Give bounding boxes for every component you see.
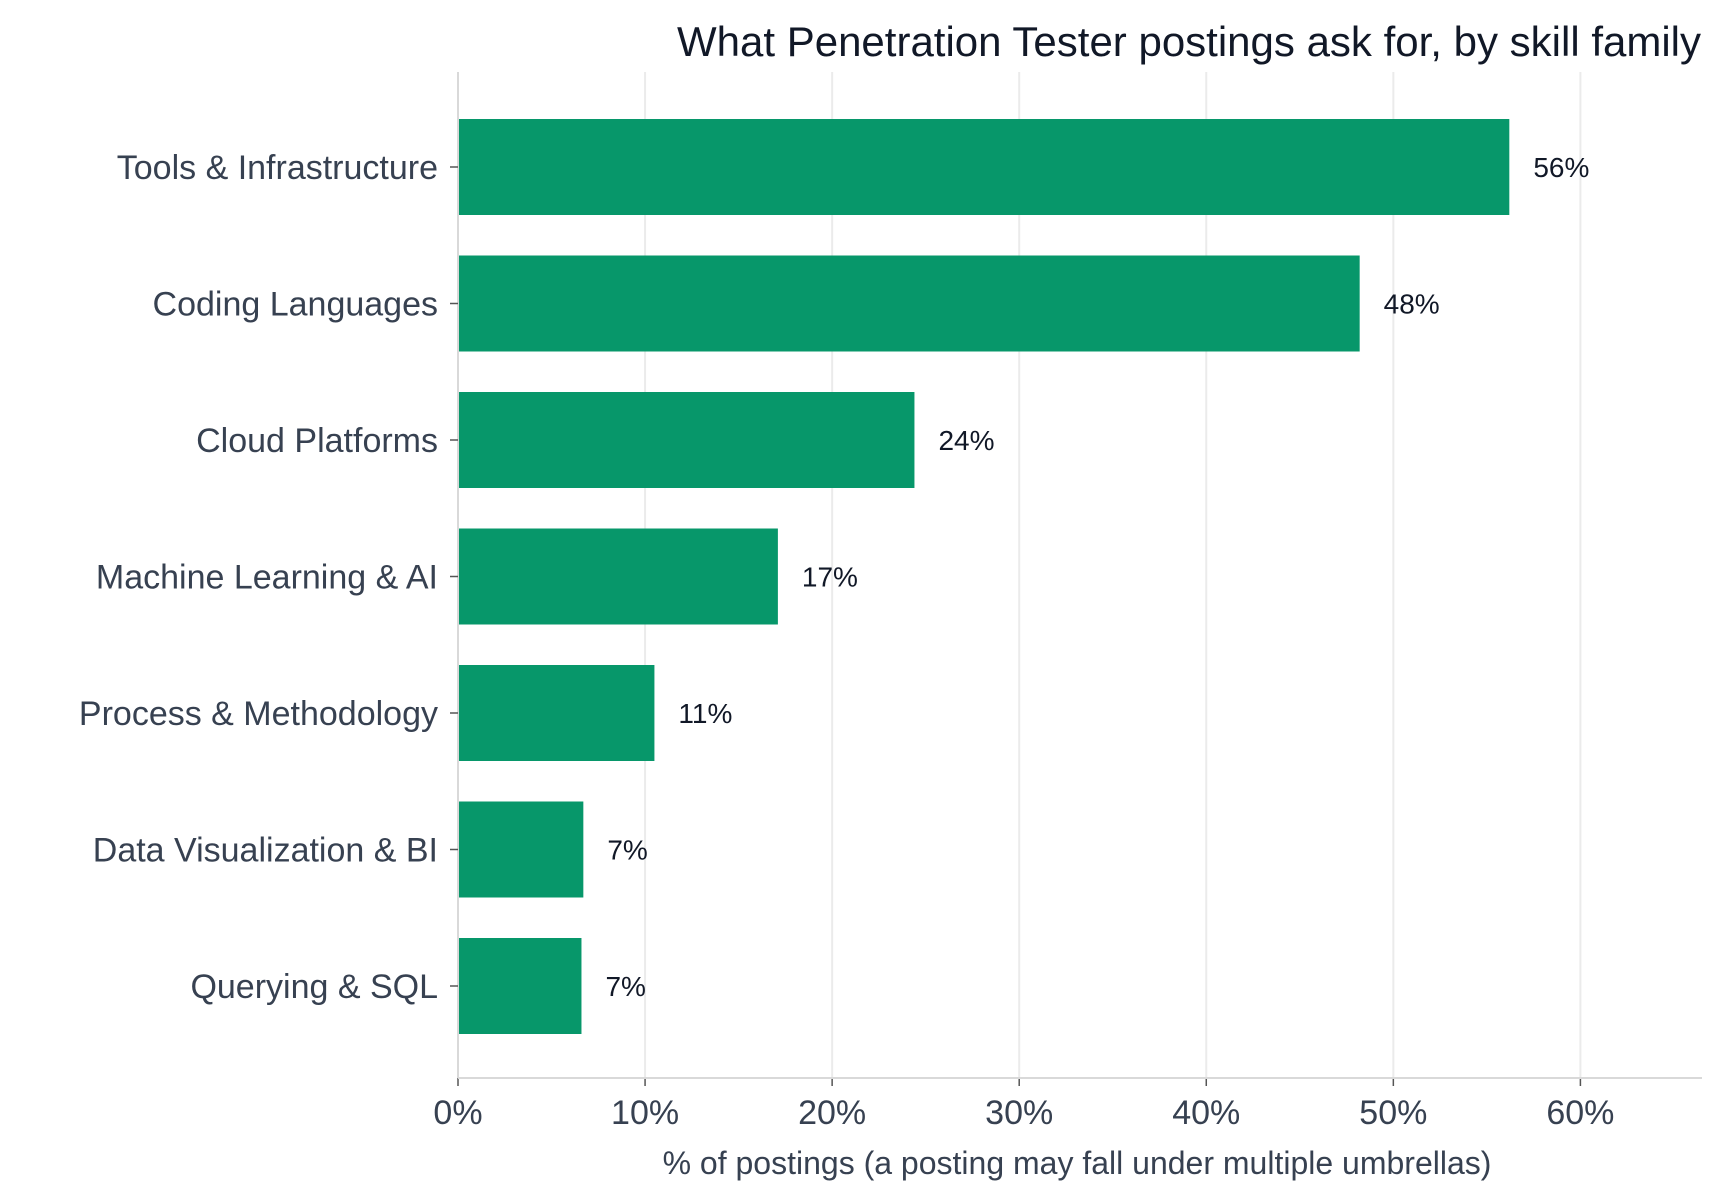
bars bbox=[458, 119, 1510, 1034]
bar bbox=[458, 665, 655, 761]
data-label: 7% bbox=[605, 971, 645, 1002]
category-label: Tools & Infrastructure bbox=[117, 149, 438, 187]
x-tick-label: 0% bbox=[433, 1094, 482, 1132]
x-tick-label: 20% bbox=[798, 1094, 866, 1132]
bar bbox=[458, 801, 584, 898]
data-label: 11% bbox=[678, 698, 732, 729]
bar bbox=[458, 392, 915, 488]
data-label: 17% bbox=[802, 562, 858, 593]
chart-title: What Penetration Tester postings ask for… bbox=[677, 18, 1701, 65]
data-label: 56% bbox=[1533, 152, 1589, 183]
x-tick-label: 40% bbox=[1172, 1094, 1240, 1132]
data-label: 24% bbox=[938, 425, 994, 456]
category-label: Coding Languages bbox=[153, 286, 438, 324]
data-labels: 56% 48% 24% 17% 11% 7% 7% bbox=[605, 152, 1589, 1002]
x-tick-label: 10% bbox=[611, 1094, 679, 1132]
category-label: Machine Learning & AI bbox=[96, 559, 438, 597]
category-label: Querying & SQL bbox=[190, 968, 438, 1006]
gridlines bbox=[644, 72, 1582, 1078]
data-label: 7% bbox=[607, 835, 647, 866]
x-tick-label: 60% bbox=[1546, 1094, 1614, 1132]
x-axis-label: % of postings (a posting may fall under … bbox=[663, 1145, 1492, 1181]
category-label: Cloud Platforms bbox=[196, 422, 438, 460]
x-axis: 0% 10% 20% 30% 40% 50% 60% bbox=[433, 1077, 1702, 1132]
y-axis: Tools & Infrastructure Coding Languages Cl… bbox=[79, 72, 459, 1078]
data-label: 48% bbox=[1384, 289, 1440, 320]
category-label: Process & Methodology bbox=[79, 695, 438, 733]
bar bbox=[458, 528, 778, 625]
category-label: Data Visualization & BI bbox=[93, 832, 438, 870]
bar bbox=[458, 119, 1510, 215]
bar bbox=[458, 938, 582, 1034]
bar bbox=[458, 255, 1360, 352]
x-tick-label: 30% bbox=[985, 1094, 1053, 1132]
x-tick-label: 50% bbox=[1359, 1094, 1427, 1132]
